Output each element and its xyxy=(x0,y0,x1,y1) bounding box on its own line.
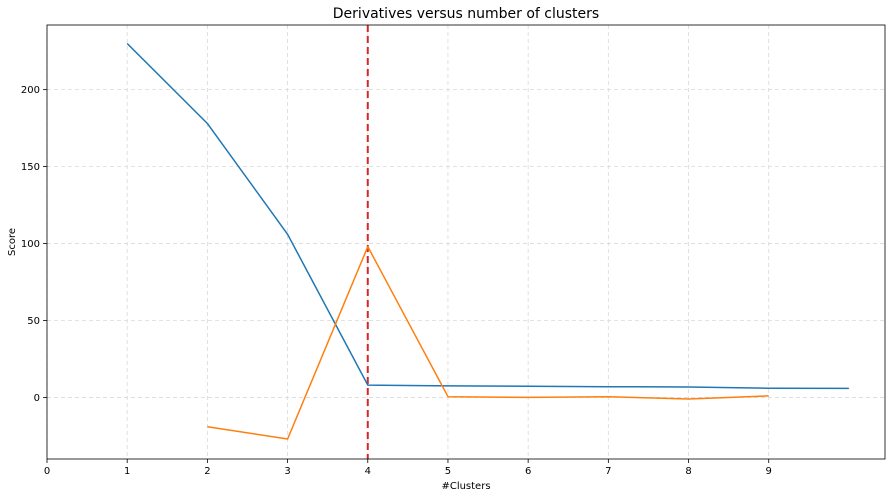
y-tick-label: 200 xyxy=(21,85,40,96)
x-tick-label: 6 xyxy=(525,466,531,477)
series-line-2 xyxy=(207,245,769,440)
y-axis-label: Score xyxy=(7,228,18,256)
y-tick-label: 150 xyxy=(21,162,40,173)
x-tick-label: 1 xyxy=(124,466,130,477)
x-tick-label: 4 xyxy=(365,466,371,477)
x-tick-label: 9 xyxy=(766,466,772,477)
x-tick-label: 2 xyxy=(204,466,210,477)
x-tick-label: 5 xyxy=(445,466,451,477)
y-tick-label: 0 xyxy=(34,393,40,404)
x-tick-label: 8 xyxy=(685,466,691,477)
series-line-1 xyxy=(126,42,849,390)
y-axis-ticks: 0 50 100 150 200 xyxy=(21,85,47,404)
plot-frame xyxy=(46,24,886,460)
x-tick-label: 7 xyxy=(605,466,611,477)
y-tick-label: 50 xyxy=(27,316,40,327)
y-tick-label: 100 xyxy=(21,239,40,250)
chart-title: Derivatives versus number of clusters xyxy=(333,6,599,22)
x-tick-label: 3 xyxy=(284,466,290,477)
x-axis-label: #Clusters xyxy=(441,481,490,492)
x-axis-ticks: 0 1 2 3 4 5 6 7 8 9 xyxy=(44,459,772,477)
grid xyxy=(46,25,885,459)
series-lines xyxy=(126,42,849,440)
x-tick-label: 0 xyxy=(44,466,50,477)
